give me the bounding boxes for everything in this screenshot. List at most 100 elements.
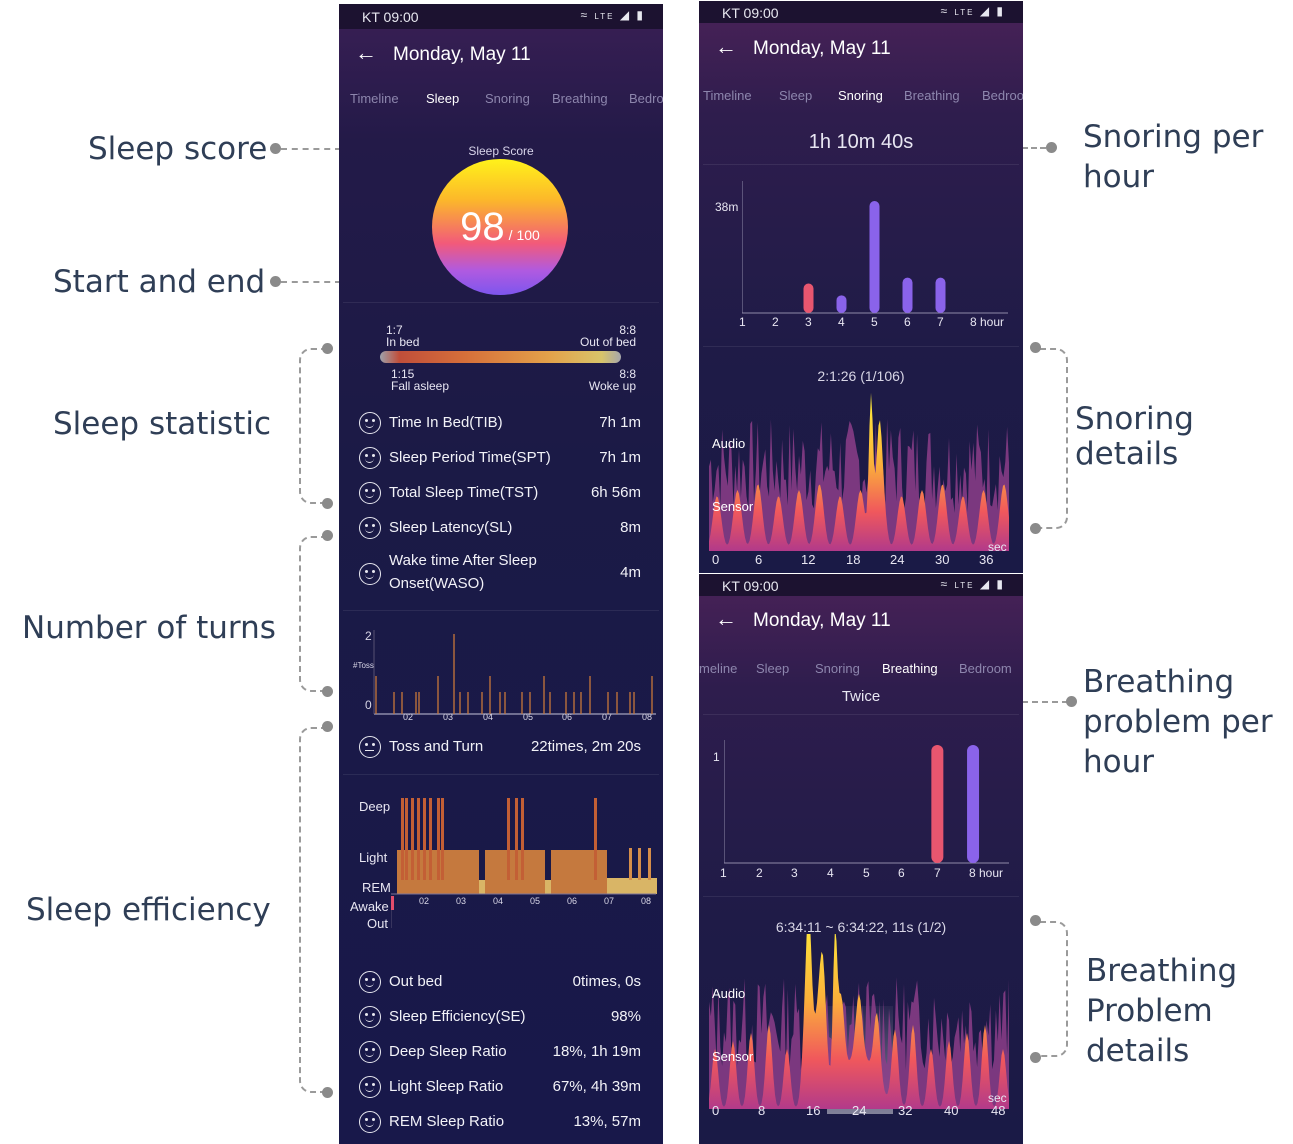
stat-value: 22times, 2m 20s (530, 738, 641, 755)
breathing-detail-title: 6:34:11 ~ 6:34:22, 11s (1/2) (775, 919, 947, 935)
x-tick: 6 (755, 552, 763, 567)
divider (703, 896, 1019, 897)
signal-icon: ≈ LTE ◢ ▮ (580, 8, 645, 22)
eff-row-se: Sleep Efficiency(SE) 98% (359, 1006, 641, 1030)
tab-breathing[interactable]: Breathing (904, 88, 960, 103)
neutral-face-icon (359, 736, 381, 758)
signal-icon: ≈ LTE ◢ ▮ (940, 4, 1005, 18)
connector-dot (322, 1087, 333, 1098)
x-tick: 1 (739, 315, 746, 329)
smiley-icon (359, 563, 381, 585)
breathing-bar (967, 745, 980, 863)
tab-breathing[interactable]: Breathing (552, 91, 608, 106)
stage-block (607, 878, 657, 894)
bracket (1040, 921, 1068, 1057)
breathing-x-unit: sec (988, 1091, 1007, 1105)
breathing-waveform (709, 934, 1009, 1114)
stage-block (441, 798, 444, 880)
in-bed-time: 1:7 (386, 323, 403, 337)
stat-row-waso: Wake time After Sleep Onset(WASO) 4m (359, 552, 641, 598)
stat-value: 7h 1m (599, 449, 641, 466)
signal-icon: ≈ LTE ◢ ▮ (940, 577, 1005, 591)
tab-snoring[interactable]: Snoring (815, 661, 860, 676)
toss-y-min: 0 (365, 698, 372, 712)
stat-label: Light Sleep Ratio (389, 1078, 504, 1095)
x-tick: 07 (602, 712, 613, 722)
woke-up-time: 8:8 (619, 367, 636, 381)
annotation-breathing-per-hour: Breathing problem per hour (1083, 662, 1273, 782)
tab-snoring[interactable]: Snoring (485, 91, 530, 106)
tab-timeline[interactable]: Timeline (703, 88, 752, 103)
tab-timeline[interactable]: meline (699, 661, 738, 676)
toss-turn-chart (373, 630, 656, 715)
tab-bedroom[interactable]: Bedroom (959, 661, 1012, 676)
x-tick: 7 (934, 866, 941, 880)
stat-label: Toss and Turn (389, 738, 484, 755)
toss-turn-row: Toss and Turn 22times, 2m 20s (359, 736, 641, 760)
connector-dot (1030, 342, 1041, 353)
x-tick: 32 (898, 1103, 913, 1118)
breathing-audio-label: Audio (712, 986, 746, 1001)
tab-timeline[interactable]: Timeline (350, 91, 399, 106)
snoring-sensor-label: Sensor (712, 499, 754, 514)
tab-sleep[interactable]: Sleep (756, 661, 790, 676)
fall-asleep-time: 1:15 (391, 367, 415, 381)
tab-snoring[interactable]: Snoring (838, 88, 883, 103)
x-tick: 8 hour (969, 866, 1004, 880)
tab-bedroom[interactable]: Bedroo (982, 88, 1023, 103)
stage-block (423, 798, 426, 880)
x-tick: 2 (772, 315, 779, 329)
snoring-x-unit: sec (988, 540, 1007, 554)
stage-block (417, 798, 420, 880)
tab-bar: Timeline Sleep Snoring Breathing Bedro (339, 91, 663, 119)
stat-label: Deep Sleep Ratio (389, 1043, 507, 1060)
eff-row-deep: Deep Sleep Ratio 18%, 1h 19m (359, 1041, 641, 1065)
x-tick: 6 (898, 866, 905, 880)
snoring-audio-label: Audio (712, 436, 746, 451)
divider (703, 346, 1019, 347)
stat-label: REM Sleep Ratio (389, 1113, 505, 1130)
stage-x-ticks: 02 03 04 05 06 07 08 (419, 896, 659, 908)
snoring-total: 1h 10m 40s (808, 131, 914, 153)
tab-sleep[interactable]: Sleep (779, 88, 813, 103)
annotation-snoring-details: Snoring details (1075, 399, 1194, 474)
connector-dot (322, 498, 333, 509)
x-tick: 7 (937, 315, 944, 329)
x-tick: 5 (863, 866, 870, 880)
smiley-icon (359, 1076, 381, 1098)
breathing-x-ticks: 1 2 3 4 5 6 7 8 hour (720, 866, 1020, 880)
x-tick: 1 (720, 866, 727, 880)
x-tick: 24 (852, 1103, 867, 1118)
bracket (299, 536, 327, 692)
back-arrow-icon[interactable]: ← (715, 606, 737, 631)
snoring-bar (902, 277, 913, 313)
x-tick: 0 (712, 1103, 720, 1118)
back-arrow-icon[interactable]: ← (715, 34, 737, 59)
tab-breathing[interactable]: Breathing (882, 661, 938, 676)
toss-y-label: #Toss (353, 661, 374, 670)
stat-label: Sleep Latency(SL) (389, 519, 513, 536)
tab-sleep[interactable]: Sleep (426, 91, 460, 106)
x-tick: 05 (530, 896, 541, 906)
x-tick: 8 (758, 1103, 766, 1118)
stage-block (401, 798, 404, 880)
phone-snoring-screen: KT 09:00 ≈ LTE ◢ ▮ ← Monday, May 11 Time… (699, 1, 1023, 573)
back-arrow-icon[interactable]: ← (355, 40, 377, 65)
stat-label: Sleep Period Time(SPT) (389, 449, 551, 466)
stage-level-rem: REM (362, 880, 391, 895)
x-tick: 3 (791, 866, 798, 880)
x-tick: 02 (419, 896, 430, 906)
x-tick: 04 (483, 712, 494, 722)
stage-block (648, 848, 651, 880)
connector-line (281, 148, 341, 150)
x-tick: 08 (641, 896, 652, 906)
eff-row-light: Light Sleep Ratio 67%, 4h 39m (359, 1076, 641, 1100)
stat-row-tib: Time In Bed(TIB) 7h 1m (359, 412, 641, 436)
tab-bedroom[interactable]: Bedro (629, 91, 663, 106)
annotation-line: hour (1083, 744, 1155, 780)
annotation-line: Snoring (1075, 401, 1194, 437)
x-tick: 2 (756, 866, 763, 880)
divider (343, 610, 659, 611)
divider (343, 774, 659, 775)
x-tick: 3 (805, 315, 812, 329)
